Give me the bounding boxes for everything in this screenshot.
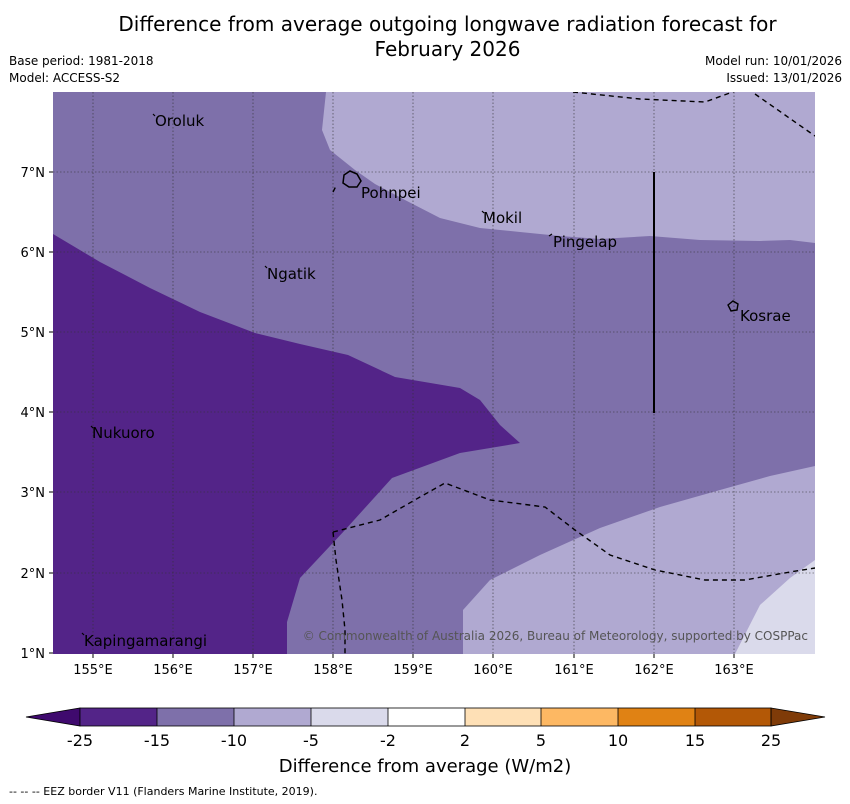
y-tick-2n: 2°N [21,567,46,582]
base-period: Base period: 1981-2018 [9,54,154,68]
y-tick-6n: 6°N [21,246,46,261]
label-ngatik: Ngatik [267,265,316,283]
cb-tick-m25: -25 [67,731,93,750]
y-tick-1n: 1°N [21,647,46,662]
y-tick-4n: 4°N [21,406,46,421]
x-tick-160: 160°E [473,663,513,678]
cb-tick-10: 10 [608,731,628,750]
colorbar-title: Difference from average (W/m2) [279,756,571,777]
colorbar-frame [79,707,772,727]
label-kapingamarangi: Kapingamarangi [84,632,207,650]
cb-tick-m5: -5 [303,731,319,750]
y-axis-labels: 7°N 6°N 5°N 4°N 3°N 2°N 1°N [21,166,46,662]
issued-date: Issued: 13/01/2026 [726,71,842,85]
colorbar-seg-1 [80,708,157,726]
label-pingelap: Pingelap [553,233,617,251]
kosrae-island [727,300,739,312]
grid-lines [53,92,815,654]
band-m5-m2-corner [735,560,815,654]
x-tick-156: 156°E [153,663,193,678]
meta-left: Base period: 1981-2018 Model: ACCESS-S2 [9,53,154,87]
eez-legend-footer: -- -- -- EEZ border V11 (Flanders Marine… [9,785,318,798]
y-tick-7n: 7°N [21,166,46,181]
title-line-1: Difference from average outgoing longwav… [118,12,777,36]
map-plot: Oroluk Pohnpei Mokil Pingelap Ngatik Kos… [53,92,815,654]
colorbar-extend-high [770,707,826,727]
colorbar-extend-low [25,707,81,727]
model-name: Model: ACCESS-S2 [9,71,121,85]
atoll-markers [81,113,553,636]
x-tick-155: 155°E [73,663,113,678]
copyright-notice: © Commonwealth of Australia 2026, Bureau… [303,629,808,643]
x-tick-163: 163°E [714,663,754,678]
axis-ticks [49,171,735,658]
meta-right: Model run: 10/01/2026 Issued: 13/01/2026 [705,53,842,87]
cb-tick-m15: -15 [144,731,170,750]
band-lt-m15 [53,234,520,654]
colorbar: -25 -15 -10 -5 -2 2 5 10 15 25 Differenc… [25,707,826,777]
cb-tick-2: 2 [460,731,470,750]
cb-tick-15: 15 [685,731,705,750]
colorbar-seg-5 [388,708,465,726]
cb-tick-25: 25 [761,731,781,750]
model-run: Model run: 10/01/2026 [704,54,842,68]
cb-tick-5: 5 [536,731,546,750]
x-tick-159: 159°E [393,663,433,678]
label-pohnpei: Pohnpei [361,184,421,202]
label-mokil: Mokil [483,209,522,227]
colorbar-seg-9 [695,708,771,726]
cb-tick-m2: -2 [380,731,396,750]
colorbar-seg-8 [618,708,695,726]
cb-tick-m10: -10 [221,731,247,750]
eez-borders [332,92,815,654]
label-nukuoro: Nukuoro [92,424,155,442]
x-axis-labels: 155°E 156°E 157°E 158°E 159°E 160°E 161°… [73,663,754,678]
x-tick-158: 158°E [313,663,353,678]
colorbar-dividers [156,708,696,726]
colorbar-seg-3 [234,708,311,726]
pohnpei-island [342,170,362,188]
x-tick-161: 161°E [554,663,594,678]
x-tick-157: 157°E [233,663,273,678]
map-title: Difference from average outgoing longwav… [0,12,850,62]
band-m10-m5-north [322,92,815,243]
colorbar-seg-6 [465,708,541,726]
title-line-2: February 2026 [374,37,521,61]
colorbar-ticks: -25 -15 -10 -5 -2 2 5 10 15 25 [67,731,781,750]
label-oroluk: Oroluk [155,112,204,130]
colorbar-seg-4 [311,708,388,726]
band-m10-m5-southeast [463,466,815,654]
y-tick-3n: 3°N [21,486,46,501]
colorbar-seg-7 [541,708,618,726]
label-kosrae: Kosrae [740,307,791,325]
x-tick-162: 162°E [634,663,674,678]
y-tick-5n: 5°N [21,326,46,341]
colorbar-seg-2 [157,708,234,726]
